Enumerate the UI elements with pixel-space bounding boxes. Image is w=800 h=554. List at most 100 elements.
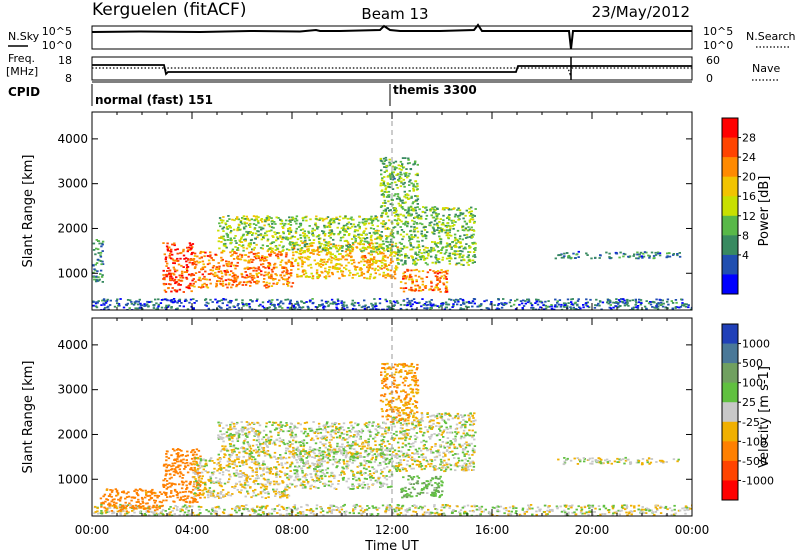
power-echo-cell xyxy=(424,287,427,289)
power-echo-cell xyxy=(328,241,331,243)
power-echo-cell xyxy=(383,160,386,162)
power-echo-cell xyxy=(452,299,456,302)
power-echo-cell xyxy=(146,300,149,303)
velocity-echo-cell xyxy=(631,510,634,513)
velocity-echo-cell xyxy=(270,512,274,515)
power-echo-cell xyxy=(186,250,189,253)
power-echo-cell xyxy=(101,240,105,243)
power-echo-cell xyxy=(420,252,423,255)
power-echo-cell xyxy=(385,240,388,243)
velocity-echo-cell xyxy=(451,511,454,514)
power-echo-cell xyxy=(175,276,178,279)
power-echo-cell xyxy=(639,299,643,301)
power-echo-cell xyxy=(249,285,252,287)
power-echo-cell xyxy=(255,243,258,246)
power-echo-cell xyxy=(385,191,388,193)
power-echo-cell xyxy=(422,206,425,208)
power-echo-cell xyxy=(344,228,347,231)
power-echo-cell xyxy=(208,273,211,275)
velocity-echo-cell xyxy=(133,490,136,492)
velocity-echo-cell xyxy=(489,514,492,516)
power-echo-cell xyxy=(284,238,288,240)
power-echo-cell xyxy=(324,277,328,280)
velocity-echo-cell xyxy=(493,507,496,509)
power-echo-cell xyxy=(402,183,405,186)
power-echo-cell xyxy=(229,251,232,254)
velocity-echo-cell xyxy=(199,455,202,458)
velocity-echo-cell xyxy=(464,510,467,513)
power-echo-cell xyxy=(272,266,276,269)
velocity-echo-cell xyxy=(211,460,214,462)
power-echo-cell xyxy=(136,307,139,310)
power-echo-cell xyxy=(434,218,438,221)
power-echo-cell xyxy=(448,229,452,231)
power-echo-cell xyxy=(401,157,405,159)
power-echo-cell xyxy=(636,308,639,310)
power-echo-cell xyxy=(419,222,422,225)
velocity-echo-cell xyxy=(173,513,176,515)
power-echo-cell xyxy=(318,217,322,220)
velocity-echo-cell xyxy=(593,511,596,513)
velocity-echo-cell xyxy=(388,504,392,506)
velocity-echo-cell xyxy=(135,491,138,494)
power-echo-cell xyxy=(374,259,378,262)
power-echo-cell xyxy=(370,222,373,224)
power-echo-cell xyxy=(177,283,180,286)
power-echo-cell xyxy=(352,243,355,246)
power-echo-cell xyxy=(394,301,397,304)
power-echo-cell xyxy=(227,263,231,265)
power-echo-cell xyxy=(385,196,389,198)
power-echo-cell xyxy=(341,250,344,252)
power-echo-cell xyxy=(255,282,258,285)
power-echo-cell xyxy=(270,251,273,253)
power-echo-cell xyxy=(321,264,325,266)
power-echo-cell xyxy=(470,206,473,209)
power-echo-cell xyxy=(333,245,336,248)
power-echo-cell xyxy=(358,233,361,236)
power-echo-cell xyxy=(432,247,435,250)
velocity-echo-cell xyxy=(629,510,632,513)
power-echo-cell xyxy=(414,173,418,176)
power-echo-cell xyxy=(438,279,441,282)
power-echo-cell xyxy=(193,255,197,257)
velocity-echo-cell xyxy=(272,480,276,483)
power-echo-cell xyxy=(450,248,453,250)
power-echo-cell xyxy=(280,259,284,262)
velocity-echo-cell xyxy=(238,480,241,483)
velocity-echo-cell xyxy=(231,507,234,510)
velocity-echo-cell xyxy=(235,511,238,514)
velocity-echo-cell xyxy=(131,496,135,499)
power-echo-cell xyxy=(236,275,239,278)
power-echo-cell xyxy=(382,183,386,186)
power-echo-cell xyxy=(341,273,344,276)
power-echo-cell xyxy=(294,230,298,233)
power-echo-cell xyxy=(189,244,192,246)
velocity-echo-cell xyxy=(276,461,279,463)
power-echo-cell xyxy=(365,237,369,239)
velocity-echo-cell xyxy=(182,513,186,516)
power-echo-cell xyxy=(262,236,265,239)
velocity-echo-cell xyxy=(381,504,385,507)
power-echo-cell xyxy=(300,306,303,309)
power-echo-cell xyxy=(337,263,340,266)
power-echo-cell xyxy=(268,253,271,256)
power-echo-cell xyxy=(351,248,355,251)
power-echo-cell xyxy=(436,214,439,217)
power-echo-cell xyxy=(227,301,230,304)
power-echo-cell xyxy=(336,270,339,273)
velocity-echo-cell xyxy=(93,512,96,515)
velocity-echo-cell xyxy=(286,512,289,515)
power-echo-cell xyxy=(382,202,385,204)
power-echo-cell xyxy=(442,271,445,273)
power-echo-cell xyxy=(666,252,669,255)
velocity-echo-cell xyxy=(195,462,199,464)
velocity-echo-cell xyxy=(473,504,476,507)
power-echo-cell xyxy=(236,261,239,264)
power-echo-cell xyxy=(445,249,448,251)
power-echo-cell xyxy=(338,247,342,250)
velocity-echo-cell xyxy=(186,450,189,453)
power-echo-cell xyxy=(682,304,686,307)
power-echo-cell xyxy=(422,304,425,306)
power-echo-cell xyxy=(605,251,608,254)
power-echo-cell xyxy=(165,275,168,278)
